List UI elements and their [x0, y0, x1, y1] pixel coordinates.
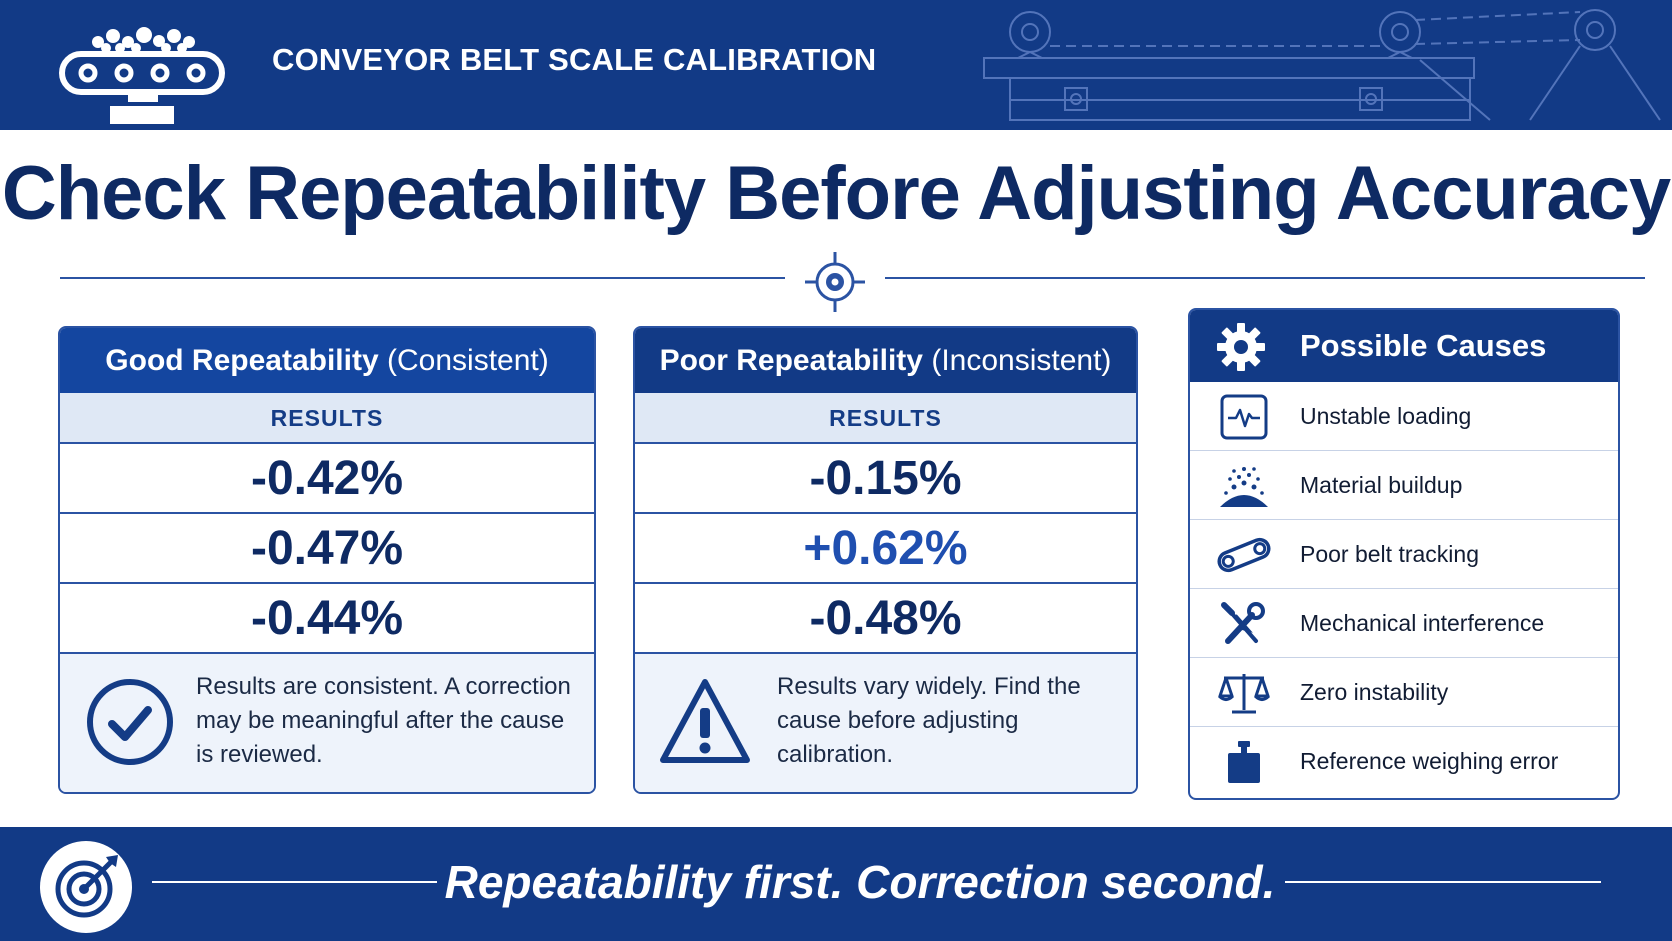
crosshair-target-icon [805, 252, 865, 312]
good-results-label: RESULTS [60, 393, 594, 444]
poor-panel-title: Poor Repeatability [659, 344, 923, 377]
material-pile-icon [1220, 467, 1268, 507]
good-panel-note: Results are consistent. A correction may… [60, 654, 594, 792]
title-divider-left [60, 277, 785, 279]
cause-item: Zero instability [1190, 658, 1618, 727]
header-banner: CONVEYOR BELT SCALE CALIBRATION [0, 0, 1672, 130]
balance-scale-icon [1217, 674, 1271, 714]
wrench-screwdriver-icon [1221, 602, 1265, 644]
weight-icon [1228, 741, 1260, 783]
footer-divider-right [1285, 881, 1601, 883]
footer-tagline: Repeatability first. Correction second. [444, 856, 1276, 908]
good-result-1: -0.42% [60, 444, 594, 514]
cause-label: Mechanical interference [1300, 610, 1545, 636]
good-panel-title: Good Repeatability [105, 344, 379, 377]
poor-note-text: Results vary widely. Find the cause befo… [777, 673, 1081, 768]
good-panel-header: Good Repeatability (Consistent) [60, 328, 594, 393]
good-result-2: -0.47% [60, 514, 594, 584]
good-panel-qualifier: (Consistent) [387, 344, 549, 377]
poor-result-2: +0.62% [635, 514, 1136, 584]
cause-item: Mechanical interference [1190, 589, 1618, 658]
cause-label: Unstable loading [1300, 403, 1472, 429]
cause-label: Zero instability [1300, 679, 1449, 705]
conveyor-scale-icon [59, 27, 225, 124]
possible-causes-panel: Possible Causes Unstable loading Materia… [1188, 308, 1620, 800]
poor-result-3: -0.48% [635, 584, 1136, 654]
poor-results-label: RESULTS [635, 393, 1136, 444]
cause-label: Reference weighing error [1300, 748, 1559, 774]
title-divider-right [885, 277, 1645, 279]
page-title: Check Repeatability Before Adjusting Acc… [1, 151, 1671, 236]
poor-panel-qualifier: (Inconsistent) [931, 344, 1112, 377]
poor-panel-header: Poor Repeatability (Inconsistent) [635, 328, 1136, 393]
good-note-text: Results are consistent. A correction may… [196, 673, 571, 768]
causes-header: Possible Causes [1190, 310, 1618, 382]
bullseye-arrow-icon [40, 841, 132, 933]
poor-result-1: -0.15% [635, 444, 1136, 514]
gear-icon [1217, 323, 1265, 371]
belt-icon [1217, 537, 1271, 573]
footer-divider-left [152, 881, 437, 883]
causes-title: Possible Causes [1300, 328, 1547, 363]
cause-item: Material buildup [1190, 451, 1618, 520]
check-circle-icon [87, 679, 173, 765]
good-repeatability-panel: Good Repeatability (Consistent) RESULTS … [58, 326, 596, 794]
cause-item: Unstable loading [1190, 382, 1618, 451]
cause-label: Poor belt tracking [1300, 541, 1479, 567]
poor-panel-note: Results vary widely. Find the cause befo… [635, 654, 1136, 792]
header-title: CONVEYOR BELT SCALE CALIBRATION [272, 42, 877, 77]
cause-item: Poor belt tracking [1190, 520, 1618, 589]
footer-banner: Repeatability first. Correction second. [0, 827, 1672, 941]
cause-item: Reference weighing error [1190, 727, 1618, 796]
conveyor-blueprint-illustration [983, 9, 1661, 121]
waveform-icon [1220, 394, 1268, 440]
poor-repeatability-panel: Poor Repeatability (Inconsistent) RESULT… [633, 326, 1138, 794]
cause-label: Material buildup [1300, 472, 1463, 498]
good-result-3: -0.44% [60, 584, 594, 654]
warning-triangle-icon [660, 679, 750, 763]
